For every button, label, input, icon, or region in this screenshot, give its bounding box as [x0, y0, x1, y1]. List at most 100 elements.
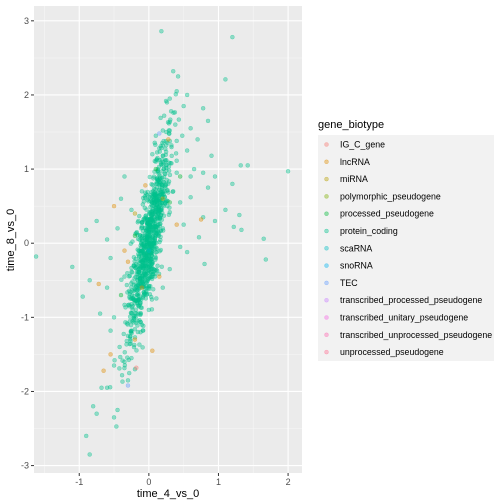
data-point-protein-coding: [129, 207, 134, 213]
data-point-protein-coding: [148, 269, 154, 275]
data-point-protein-coding: [152, 224, 157, 229]
data-point-protein-coding: [147, 174, 153, 180]
data-point-protein-coding: [152, 218, 157, 223]
data-point-protein-coding: [159, 29, 164, 34]
data-point-lncrna: [139, 285, 145, 290]
data-point-protein-coding: [136, 253, 142, 259]
data-point-protein-coding: [153, 231, 159, 236]
plot-panel: [34, 6, 302, 473]
data-point-protein-coding: [212, 174, 218, 179]
data-point-protein-coding: [119, 373, 125, 378]
data-point-protein-coding: [165, 203, 170, 209]
legend-label: polymorphic_pseudogene: [340, 191, 441, 201]
data-point-protein-coding: [139, 322, 145, 327]
data-point-protein-coding: [149, 190, 154, 195]
data-point-protein-coding: [104, 237, 110, 242]
data-point-protein-coding: [261, 236, 266, 241]
data-point-protein-coding: [124, 282, 130, 288]
data-point-protein-coding: [140, 294, 146, 299]
data-point-protein-coding: [150, 237, 156, 242]
data-point-lncrna: [111, 203, 117, 209]
data-point-protein-coding: [129, 281, 134, 286]
data-point-protein-coding: [188, 195, 193, 200]
data-point-protein-coding: [149, 297, 155, 302]
data-point-protein-coding: [94, 411, 99, 416]
data-point-protein-coding: [117, 366, 122, 371]
data-point-protein-coding: [166, 212, 172, 217]
data-point-protein-coding: [166, 168, 172, 173]
data-point-protein-coding: [94, 218, 99, 224]
data-point-protein-coding: [174, 89, 179, 94]
data-point-protein-coding: [130, 270, 135, 275]
data-point-protein-coding: [223, 77, 228, 82]
data-point-protein-coding: [169, 144, 174, 150]
legend-key-box: [318, 170, 335, 188]
data-point-protein-coding: [126, 302, 132, 307]
legend-label: transcribed_unprocessed_pseudogene: [340, 330, 492, 340]
data-point-protein-coding: [122, 359, 127, 365]
data-point-protein-coding: [157, 187, 162, 192]
data-point-protein-coding: [147, 256, 153, 261]
data-point-protein-coding: [136, 311, 141, 316]
data-point-protein-coding: [143, 233, 148, 238]
data-point-protein-coding: [121, 331, 126, 337]
data-point-protein-coding: [164, 158, 169, 163]
data-point-protein-coding: [285, 169, 291, 174]
data-point-protein-coding: [154, 150, 160, 155]
data-point-protein-coding: [141, 271, 147, 276]
data-point-ig-c-gene: [134, 365, 139, 370]
data-point-protein-coding: [173, 122, 178, 127]
data-point-protein-coding: [239, 227, 244, 233]
data-point-protein-coding: [118, 196, 124, 201]
data-point-protein-coding: [177, 244, 183, 250]
data-point-protein-coding: [146, 276, 151, 281]
data-point-protein-coding: [205, 118, 211, 124]
data-point-protein-coding: [164, 100, 170, 105]
data-point-protein-coding: [144, 207, 149, 212]
data-point-protein-coding: [151, 245, 156, 251]
legend-key-box: [318, 274, 335, 292]
data-point-protein-coding: [163, 171, 168, 177]
data-point-lncrna: [96, 281, 101, 287]
data-point-protein-coding: [181, 103, 186, 109]
data-point-protein-coding: [131, 255, 137, 260]
data-point-protein-coding: [200, 106, 206, 111]
data-point-protein-coding: [154, 249, 159, 255]
data-point-protein-coding: [122, 302, 127, 308]
data-point-protein-coding: [139, 253, 145, 259]
data-point-protein-coding: [149, 256, 154, 262]
data-point-protein-coding: [196, 235, 202, 240]
y-tick-label: 1: [24, 164, 29, 174]
data-point-protein-coding: [84, 433, 89, 439]
data-point-protein-coding: [158, 160, 163, 165]
data-point-protein-coding: [122, 365, 127, 371]
data-point-protein-coding: [177, 200, 183, 205]
data-point-protein-coding: [143, 217, 148, 223]
data-point-protein-coding: [123, 305, 128, 310]
legend-key-box: [318, 153, 335, 171]
data-point-protein-coding: [132, 335, 138, 340]
legend-key-box: [318, 205, 335, 223]
data-point-protein-coding: [161, 113, 167, 118]
data-point-protein-coding: [167, 210, 172, 215]
data-point-protein-coding: [144, 280, 149, 286]
legend-label: TEC: [340, 278, 358, 288]
y-tick-label: 2: [24, 90, 29, 100]
data-point-protein-coding: [205, 185, 211, 190]
data-point-protein-coding: [111, 315, 117, 320]
data-point-protein-coding: [146, 235, 151, 241]
legend-label: processed_pseudogene: [340, 209, 434, 219]
y-tick-label: 3: [24, 16, 29, 26]
data-point-protein-coding: [135, 292, 140, 297]
data-point-protein-coding: [195, 137, 200, 142]
data-point-protein-coding: [245, 163, 250, 168]
data-point-protein-coding: [163, 152, 168, 157]
data-point-protein-coding: [230, 34, 235, 40]
data-point-protein-coding: [163, 146, 168, 152]
legend-title: gene_biotype: [318, 119, 384, 131]
legend-label: transcribed_processed_pseudogene: [340, 295, 482, 305]
data-point-protein-coding: [140, 345, 145, 350]
data-point-protein-coding: [128, 310, 134, 316]
legend-key-box: [318, 222, 335, 240]
data-point-protein-coding: [144, 286, 149, 291]
